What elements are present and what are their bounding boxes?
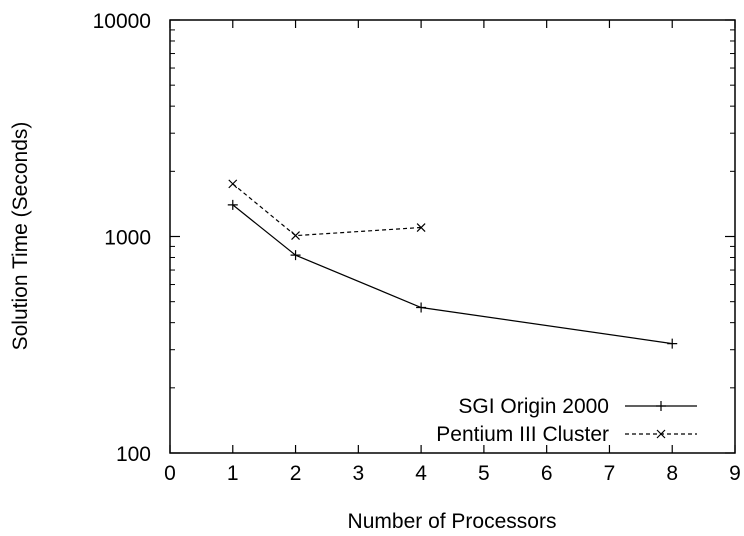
x-tick-label: 5 xyxy=(478,462,490,485)
data-point-plus xyxy=(290,250,301,261)
series-1 xyxy=(228,179,426,240)
y-axis: 100 1000 10000 xyxy=(93,10,735,466)
x-tick-label: 9 xyxy=(729,462,741,485)
y-tick-label: 100 xyxy=(116,443,151,466)
x-tick-label: 1 xyxy=(227,462,239,485)
x-tick-label: 0 xyxy=(164,462,176,485)
legend-marker-plus xyxy=(656,401,666,411)
data-point-plus xyxy=(416,302,427,313)
series-line xyxy=(232,204,673,345)
x-axis-title: Number of Processors xyxy=(348,510,557,533)
y-axis-title: Solution Time (Seconds) xyxy=(9,122,32,351)
data-point-cross xyxy=(228,179,238,189)
x-axis: 0 1 2 3 4 5 6 7 8 9 xyxy=(164,20,741,485)
plot-frame xyxy=(169,19,736,454)
x-tick-label: 3 xyxy=(352,462,364,485)
y-tick-label: 1000 xyxy=(104,227,151,250)
x-tick-label: 4 xyxy=(415,462,427,485)
x-tick-label: 7 xyxy=(604,462,616,485)
x-tick-label: 2 xyxy=(290,462,302,485)
data-point-cross xyxy=(291,231,300,240)
series-0 xyxy=(227,199,678,349)
x-tick-label: 6 xyxy=(541,462,553,485)
data-point-plus xyxy=(667,338,678,349)
data-point-cross xyxy=(416,223,426,232)
legend-sample-pentium xyxy=(625,429,697,439)
legend-sample-sgi xyxy=(625,401,697,411)
legend: SGI Origin 2000 Pentium III Cluster xyxy=(436,395,697,446)
series-layer xyxy=(227,179,678,349)
legend-label-pentium: Pentium III Cluster xyxy=(436,423,609,446)
data-point-plus xyxy=(227,199,238,210)
x-tick-label: 8 xyxy=(666,462,678,485)
y-tick-label: 10000 xyxy=(93,10,151,33)
legend-marker-cross xyxy=(656,429,666,439)
legend-label-sgi: SGI Origin 2000 xyxy=(458,395,609,418)
